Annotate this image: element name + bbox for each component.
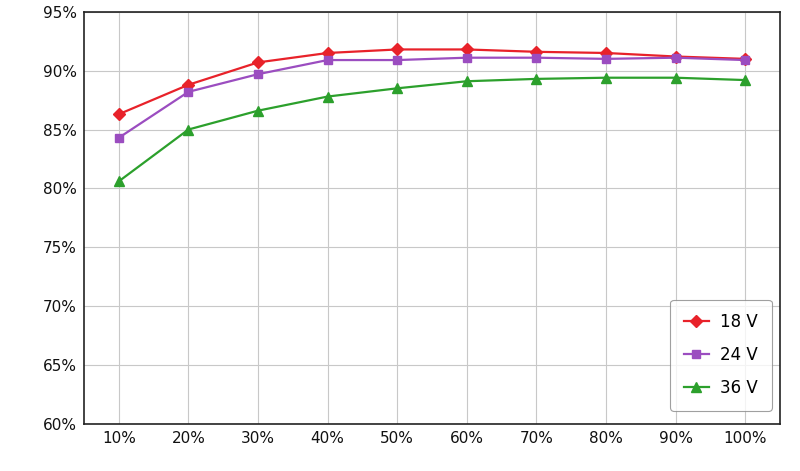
36 V [392,85,402,91]
18 V [183,82,194,88]
18 V [741,56,750,62]
36 V [602,75,611,81]
24 V [602,56,611,62]
18 V [322,50,333,56]
24 V [462,55,472,61]
18 V [392,47,402,52]
24 V [531,55,541,61]
18 V [670,54,680,59]
18 V [253,59,262,65]
Line: 18 V: 18 V [114,45,750,118]
Line: 36 V: 36 V [114,73,750,186]
18 V [462,47,472,52]
Line: 24 V: 24 V [114,54,750,142]
36 V [462,79,472,84]
Legend: 18 V, 24 V, 36 V: 18 V, 24 V, 36 V [670,300,771,411]
36 V [531,76,541,82]
18 V [531,49,541,55]
36 V [741,77,750,83]
24 V [670,55,680,61]
36 V [183,127,194,132]
24 V [392,57,402,63]
24 V [114,135,123,140]
18 V [114,111,123,117]
36 V [670,75,680,81]
24 V [183,89,194,95]
36 V [322,94,333,99]
24 V [322,57,333,63]
24 V [253,71,262,77]
36 V [114,179,123,184]
24 V [741,57,750,63]
36 V [253,108,262,114]
18 V [602,50,611,56]
